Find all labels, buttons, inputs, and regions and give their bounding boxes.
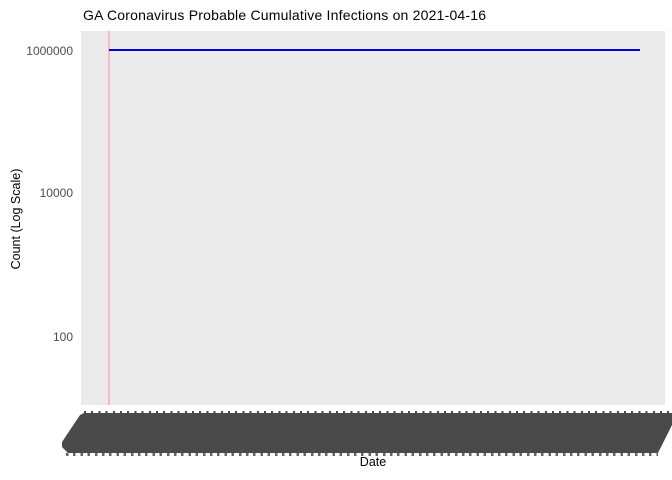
vertical-reference-line bbox=[108, 31, 110, 405]
x-axis-label-band-fringe-top bbox=[84, 410, 672, 414]
x-axis-label: Date bbox=[359, 455, 387, 469]
y-tick-label-100: 100 bbox=[52, 330, 73, 344]
y-tick-label-10000: 10000 bbox=[39, 186, 73, 200]
x-axis-label-band-fringe-bottom bbox=[66, 453, 658, 456]
chart-title: GA Coronavirus Probable Cumulative Infec… bbox=[83, 7, 487, 23]
plot-panel bbox=[81, 31, 665, 405]
y-tick-label-1000000: 1000000 bbox=[26, 44, 73, 58]
x-axis-overlapping-date-labels-band bbox=[62, 413, 672, 453]
y-axis-label: Count (Log Scale) bbox=[9, 168, 23, 270]
probable-infections-line bbox=[108, 48, 640, 51]
